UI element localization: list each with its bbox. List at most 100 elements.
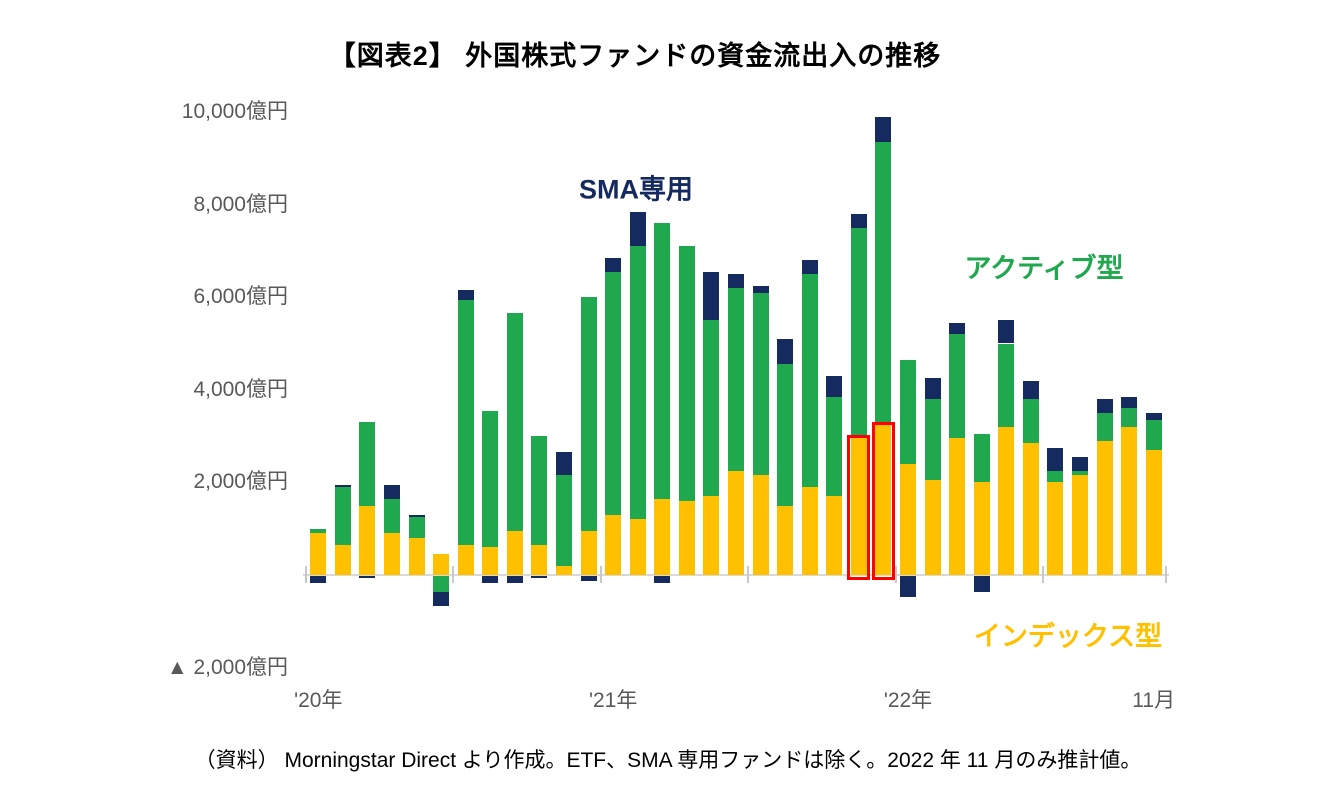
bar-segment-sma <box>506 576 523 583</box>
bar-segment-sma <box>310 576 327 583</box>
bar-segment-sma <box>752 285 769 293</box>
bar-segment-active <box>408 517 425 538</box>
bar-segment-active <box>482 410 499 548</box>
bar-segment-index <box>531 544 548 575</box>
bar-segment-index <box>384 533 400 575</box>
bar-segment-active <box>850 227 867 439</box>
bar-segment-index <box>556 565 572 575</box>
bar-segment-active <box>384 498 400 534</box>
bar-segment-sma <box>334 484 351 488</box>
bar-segment-active <box>949 334 966 439</box>
bar-segment-active <box>998 343 1015 427</box>
bar-segment-active <box>826 396 843 497</box>
bar-segment-sma <box>1096 399 1113 413</box>
bar-segment-index <box>703 496 720 575</box>
bar-segment-active <box>801 274 818 488</box>
bar-segment-sma <box>949 322 966 335</box>
x-axis-tick <box>1042 566 1045 583</box>
bar-segment-index <box>457 544 474 575</box>
bar-segment-active <box>1145 419 1162 450</box>
bar-segment-index <box>752 475 769 575</box>
bar-segment-active <box>875 142 892 425</box>
bar-segment-sma <box>482 576 499 583</box>
bar-segment-index <box>826 496 843 575</box>
bar-segment-index <box>777 505 794 575</box>
x-axis-line <box>303 574 1169 576</box>
bar-segment-index <box>1072 475 1088 575</box>
bar-segment-index <box>1096 440 1113 575</box>
highlight-box <box>847 435 871 580</box>
bar-segment-active <box>678 246 695 501</box>
bar-segment-active <box>334 487 351 545</box>
bar-segment-sma <box>801 260 818 275</box>
bar-segment-active <box>629 246 646 520</box>
x-axis-tick <box>599 566 602 583</box>
y-axis-label: 8,000億円 <box>193 192 288 216</box>
bar-segment-active <box>654 223 671 499</box>
bar-segment-sma <box>408 514 425 518</box>
bar-segment-index <box>1145 449 1162 575</box>
x-axis-tick <box>747 566 750 583</box>
series-label-active: アクティブ型 <box>964 253 1124 284</box>
bar-segment-active <box>580 297 597 531</box>
bar-segment-active <box>1022 399 1039 444</box>
bar-segment-index <box>678 500 695 575</box>
bar-segment-index <box>924 480 941 575</box>
bar-segment-index <box>875 424 892 575</box>
y-axis-label: 6,000億円 <box>193 285 288 309</box>
series-label-sma: SMA専用 <box>579 174 693 205</box>
bar-segment-index <box>482 547 499 575</box>
bar-segment-active <box>310 528 327 534</box>
bar-segment-index <box>408 537 425 575</box>
bar-segment-active <box>703 320 720 497</box>
bar-segment-sma <box>1145 412 1162 420</box>
bar-segment-active <box>1121 408 1138 427</box>
bar-segment-index <box>728 470 744 575</box>
bar-segment-sma <box>457 290 474 300</box>
bar-segment-active <box>359 422 376 506</box>
bar-segment-active <box>973 433 990 483</box>
bar-segment-sma <box>1022 380 1039 400</box>
bar-segment-index <box>1121 426 1138 575</box>
bar-segment-sma <box>826 375 843 397</box>
x-axis-tick <box>452 566 455 583</box>
source-note: （資料） Morningstar Direct より作成。ETF、SMA 専用フ… <box>194 749 1142 772</box>
bar-segment-active <box>457 299 474 545</box>
bar-segment-sma <box>924 378 941 400</box>
bar-segment-active <box>605 271 622 515</box>
bar-segment-sma <box>384 484 400 499</box>
bar-segment-sma <box>1072 456 1088 471</box>
bar-segment-sma <box>850 213 867 228</box>
bar-segment-index <box>801 487 818 575</box>
x-axis-label: '22年 <box>883 689 933 712</box>
bar-segment-index <box>1022 443 1039 575</box>
bar-segment-sma <box>703 271 720 321</box>
chart-title: 【図表2】 外国株式ファンドの資金流出入の推移 <box>328 41 942 71</box>
bar-segment-active <box>1096 412 1113 441</box>
bar-segment-sma <box>433 592 450 607</box>
bar-segment-sma <box>359 576 376 579</box>
bar-segment-index <box>654 498 671 575</box>
bar-segment-active <box>900 359 916 464</box>
highlight-box <box>871 421 895 580</box>
bar-segment-active <box>1072 470 1088 476</box>
bar-segment-sma <box>998 320 1015 344</box>
bar-segment-index <box>998 426 1015 575</box>
bar-segment-active <box>777 364 794 506</box>
bar-segment-active <box>506 313 523 531</box>
series-label-index: インデックス型 <box>973 621 1163 652</box>
bar-segment-active <box>556 475 572 566</box>
bar-segment-active <box>1047 470 1064 483</box>
bar-segment-active <box>433 576 450 593</box>
bar-segment-sma <box>605 257 622 272</box>
x-axis-label: '21年 <box>588 689 638 712</box>
y-axis-label: 4,000億円 <box>193 377 288 401</box>
bar-segment-index <box>580 531 597 575</box>
bar-segment-index <box>949 438 966 575</box>
bar-segment-sma <box>777 338 794 365</box>
bar-segment-sma <box>654 576 671 583</box>
bar-segment-active <box>531 436 548 545</box>
bar-segment-index <box>850 438 867 575</box>
x-axis-label: 11月 <box>1132 689 1176 712</box>
